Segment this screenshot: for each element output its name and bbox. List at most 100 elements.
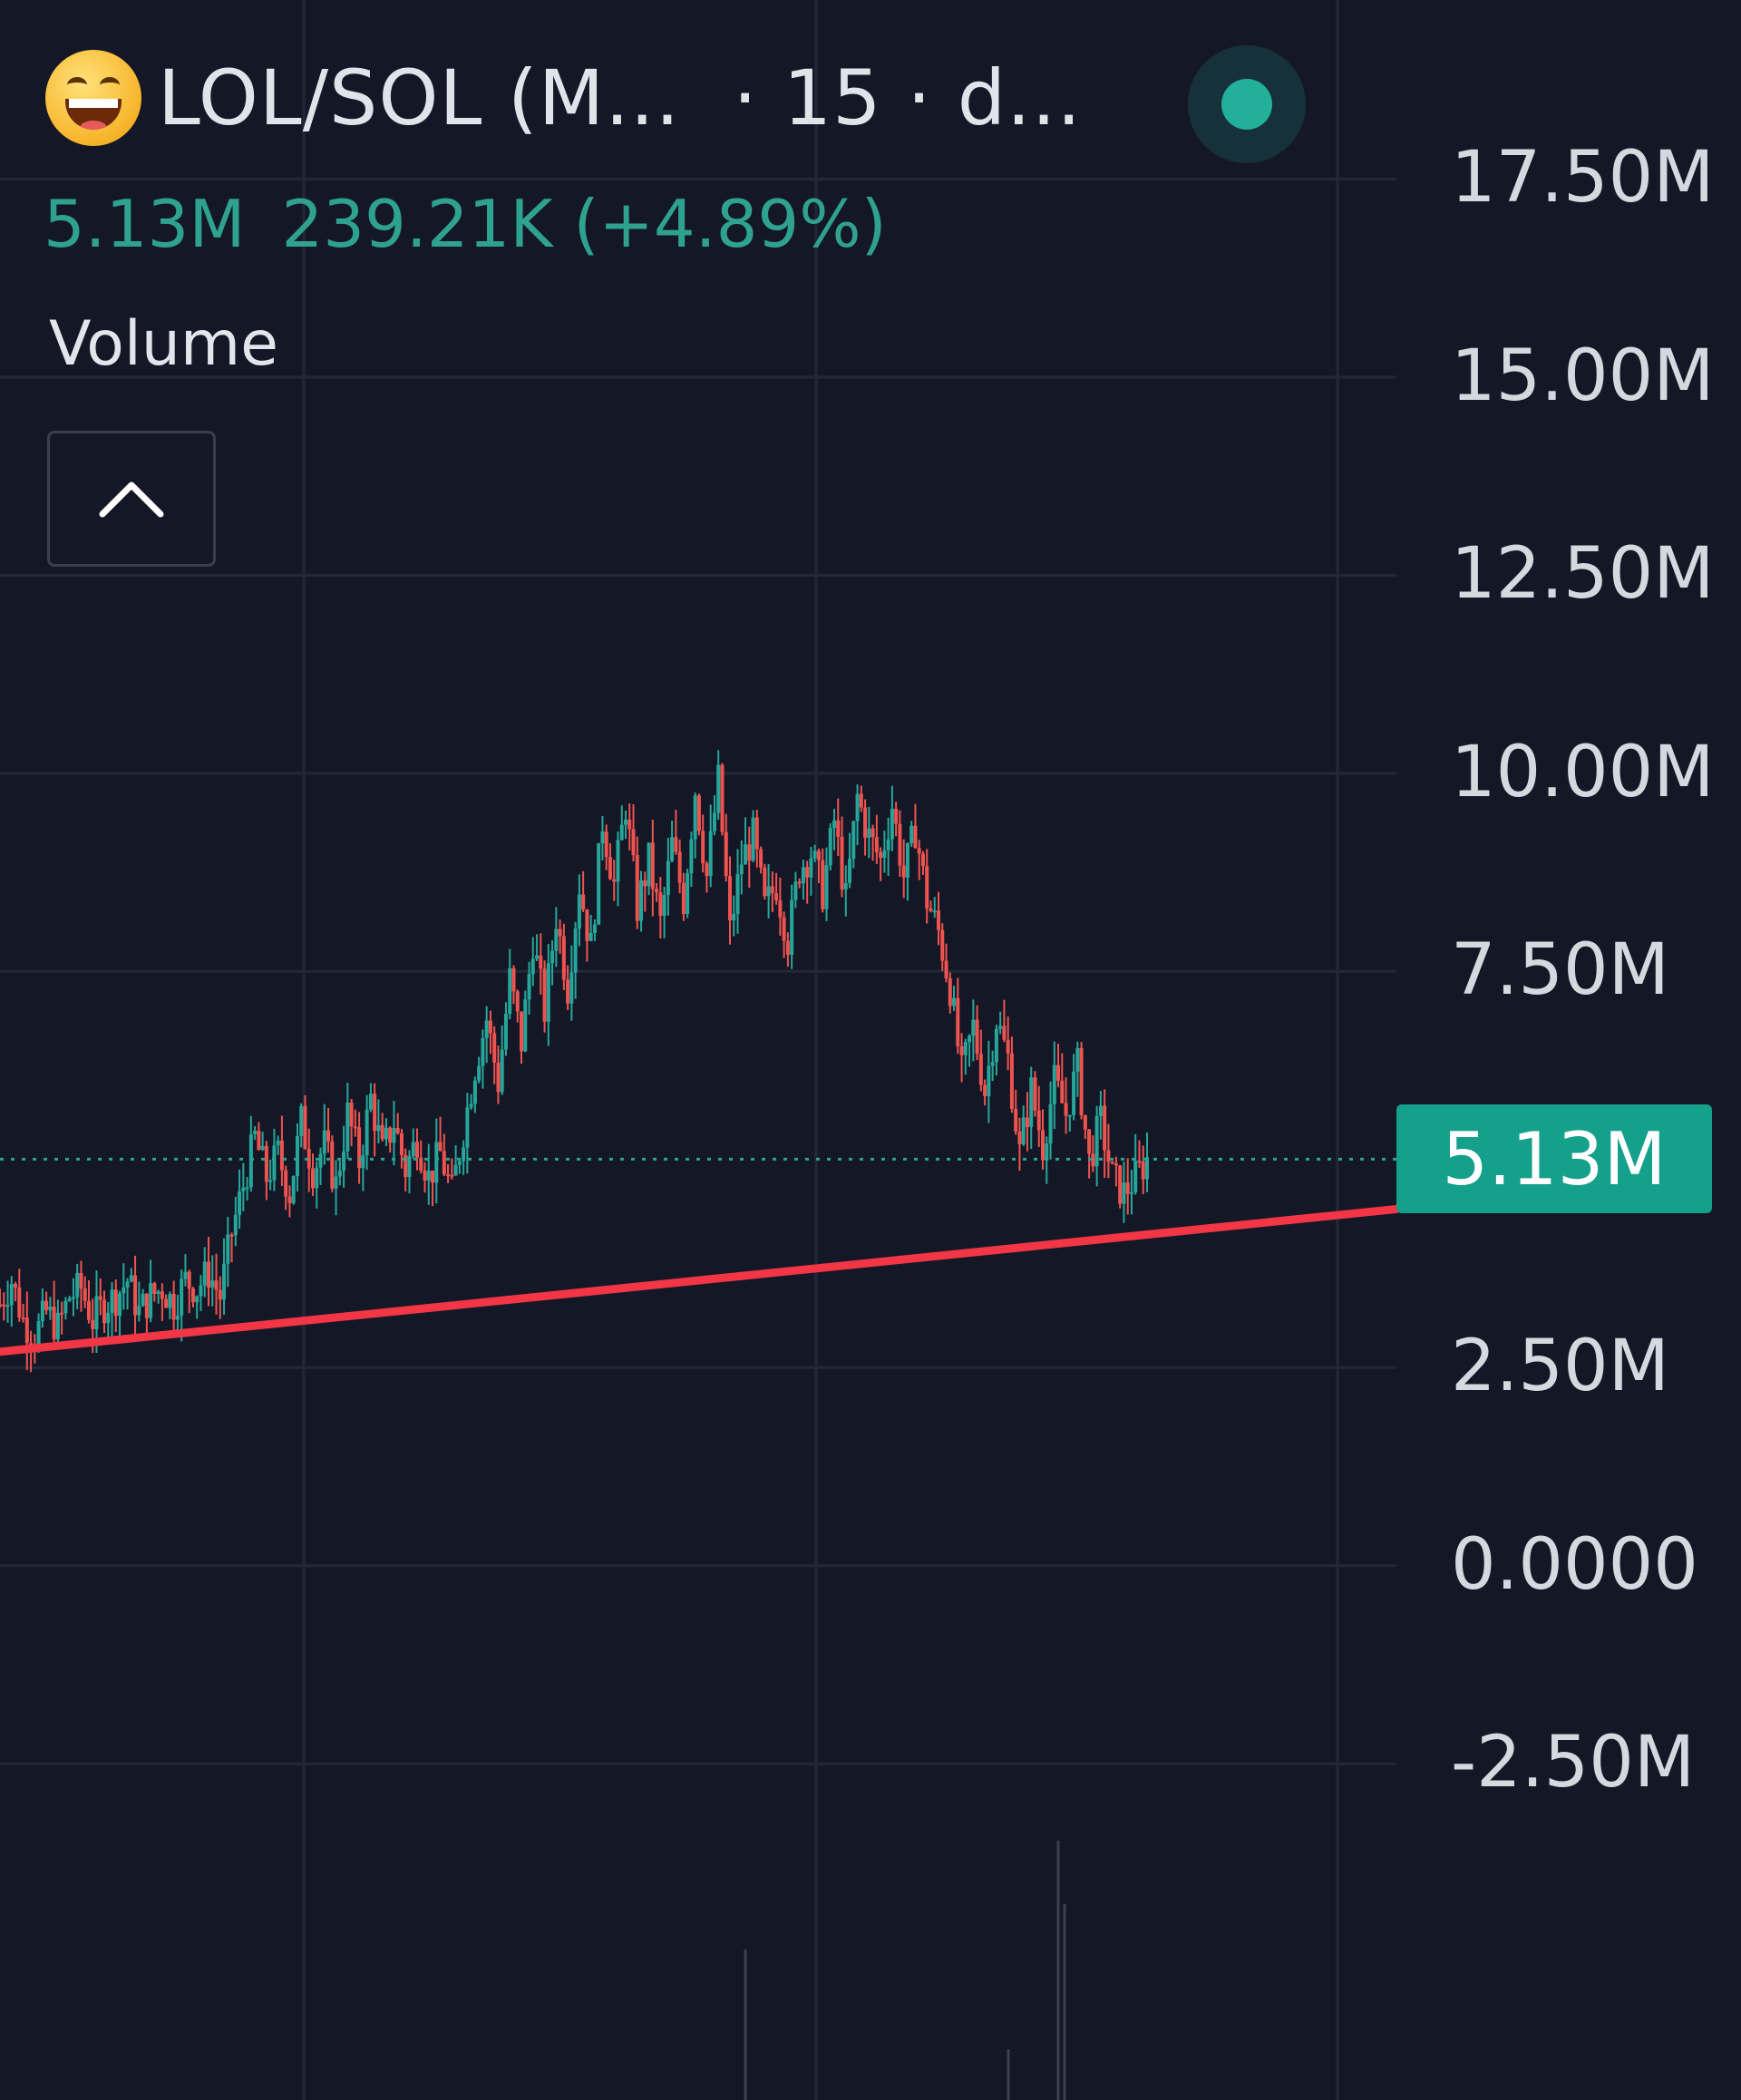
- candle-body: [488, 1020, 492, 1034]
- candle-body: [144, 1293, 149, 1318]
- chart-header: LOL/SOL (M... · 15 · d...: [45, 50, 1082, 146]
- candle-body: [805, 867, 810, 878]
- candle-body: [141, 1293, 145, 1307]
- candle-body: [747, 844, 752, 861]
- candle-body: [511, 967, 516, 992]
- candle-body: [998, 1026, 1003, 1029]
- y-tick-label: 7.50M: [1451, 929, 1669, 1012]
- candle-body: [751, 817, 755, 861]
- candle-body: [306, 1148, 311, 1169]
- candle-body: [650, 842, 655, 890]
- interval-label[interactable]: · 15 · d...: [733, 53, 1083, 142]
- candle-body: [1141, 1162, 1145, 1180]
- candle-body: [874, 837, 879, 852]
- indicator-label[interactable]: Volume: [49, 308, 278, 380]
- candle-body: [720, 764, 725, 832]
- y-tick-label: 12.50M: [1451, 533, 1715, 616]
- candle-body: [561, 936, 566, 980]
- collapse-button[interactable]: [47, 431, 216, 567]
- candle-body: [566, 979, 570, 1004]
- candle-body: [978, 1054, 983, 1085]
- candle-body: [361, 1155, 365, 1169]
- volume-bars: [744, 1841, 1066, 2100]
- candle-body: [113, 1289, 118, 1317]
- candle-body: [326, 1130, 331, 1142]
- candle-body: [264, 1145, 268, 1182]
- candle-body: [523, 999, 528, 1052]
- candle-body: [222, 1263, 227, 1300]
- candle-body: [453, 1164, 458, 1176]
- candle-body: [759, 849, 764, 868]
- candle-body: [238, 1191, 242, 1215]
- candle-body: [1122, 1182, 1126, 1204]
- candle-body: [1087, 1129, 1092, 1154]
- candle-body: [503, 1014, 508, 1050]
- candle-body: [535, 955, 540, 959]
- candle-body: [67, 1298, 72, 1301]
- candle-body: [901, 865, 906, 878]
- candle-body: [963, 1042, 968, 1055]
- candle-body: [334, 1176, 338, 1189]
- candle-body: [1017, 1131, 1022, 1144]
- candle-body: [643, 880, 647, 887]
- candle-body: [832, 820, 836, 829]
- candle-body: [411, 1142, 415, 1157]
- candle-body: [279, 1140, 284, 1171]
- candle-body: [318, 1153, 323, 1168]
- candle-body: [202, 1261, 207, 1286]
- candle-body: [1118, 1165, 1123, 1204]
- candle-body: [407, 1156, 412, 1178]
- candle-body: [1129, 1191, 1133, 1194]
- candle-body: [272, 1145, 277, 1181]
- candle-body: [1041, 1130, 1045, 1161]
- candle-body: [442, 1151, 446, 1175]
- candle-body: [395, 1128, 400, 1133]
- candle-body: [569, 972, 574, 1004]
- candle-body: [399, 1133, 404, 1155]
- candle-body: [368, 1094, 373, 1110]
- candle-body: [573, 928, 578, 973]
- candle-body: [754, 817, 759, 850]
- candle-body: [1029, 1077, 1034, 1128]
- candle-body: [299, 1105, 304, 1137]
- candle-body: [1021, 1117, 1026, 1144]
- candle-body: [160, 1291, 164, 1299]
- candle-body: [1056, 1065, 1061, 1081]
- candle-body: [600, 831, 605, 844]
- candle-body: [821, 860, 825, 909]
- candle-body: [882, 850, 887, 859]
- candle-body: [1072, 1071, 1076, 1115]
- symbol-title[interactable]: LOL/SOL (M...: [158, 53, 681, 142]
- candle-body: [624, 819, 627, 825]
- candle-body: [1110, 1162, 1114, 1164]
- candle-body: [229, 1234, 234, 1237]
- candle-body: [218, 1289, 222, 1300]
- candle-body: [929, 908, 933, 911]
- candle-body: [1045, 1143, 1049, 1161]
- candle-body: [716, 764, 721, 813]
- candle-body: [1083, 1114, 1087, 1130]
- candle-body: [1133, 1161, 1138, 1192]
- candle-body: [29, 1343, 34, 1347]
- candle-body: [1033, 1077, 1037, 1111]
- candle-body: [898, 823, 902, 866]
- candle-body: [890, 808, 894, 840]
- candle-body: [492, 1033, 497, 1063]
- candle-body: [248, 1133, 253, 1188]
- candle-body: [404, 1154, 408, 1178]
- candle-body: [21, 1317, 25, 1319]
- candle-body: [180, 1278, 184, 1317]
- candle-body: [1025, 1117, 1029, 1128]
- candle-body: [774, 893, 779, 900]
- candle-body: [9, 1284, 14, 1306]
- candle-body: [79, 1272, 83, 1289]
- candle-body: [415, 1142, 419, 1158]
- candle-body: [311, 1168, 315, 1189]
- candle-body: [24, 1317, 29, 1344]
- candle-body: [83, 1288, 87, 1301]
- candle-body: [353, 1126, 357, 1129]
- candle-body: [940, 929, 945, 961]
- trendline[interactable]: [0, 1204, 1401, 1356]
